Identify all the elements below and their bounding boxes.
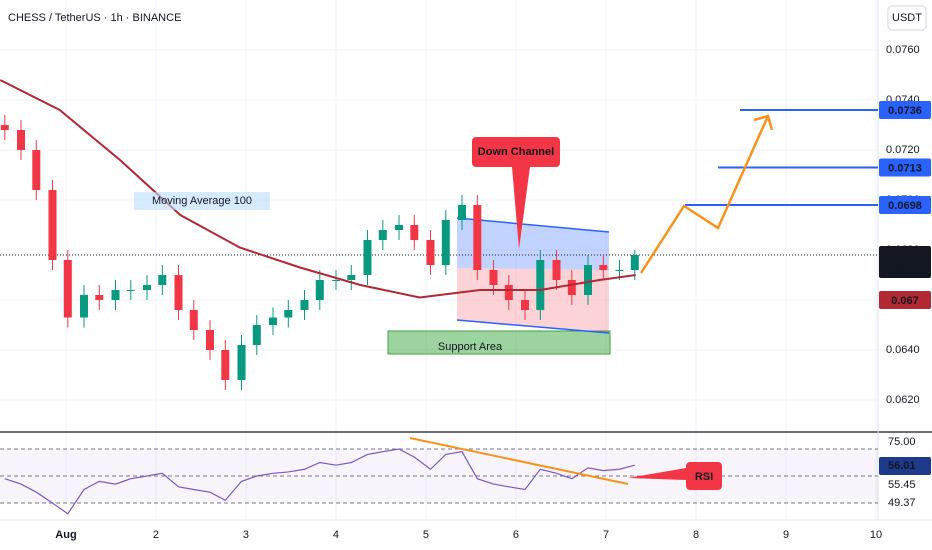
level-tag	[879, 196, 931, 214]
ma-label-bg	[134, 192, 270, 210]
candle-body	[567, 280, 576, 295]
level-tag	[879, 158, 931, 177]
x-tick-label: Aug	[55, 529, 76, 541]
x-tick-label: 8	[693, 529, 699, 541]
x-tick-label: 10	[870, 529, 882, 541]
candle-body	[315, 280, 324, 300]
support-label: Support Area	[438, 341, 503, 353]
ma-tag	[879, 291, 931, 309]
x-tick-label: 9	[783, 529, 789, 541]
candle-body	[189, 310, 198, 330]
candle-body	[363, 240, 372, 275]
candle-body	[252, 325, 261, 345]
candle-body	[536, 260, 545, 310]
candle-body	[158, 275, 167, 285]
level-tag-label: 0.0713	[888, 162, 922, 174]
candle-body	[0, 125, 9, 130]
candle-body	[630, 255, 639, 270]
x-tick-label: 2	[153, 529, 159, 541]
candle-body	[410, 225, 419, 240]
candle-body	[300, 300, 309, 310]
last-price-label: 0.0678	[888, 250, 922, 262]
candle-body	[32, 150, 41, 190]
level-tag	[879, 101, 931, 119]
rsi-tick-label: 75.00	[888, 436, 916, 448]
candle-body	[79, 295, 88, 318]
x-tick-label: 7	[603, 529, 609, 541]
x-tick-label: 6	[513, 529, 519, 541]
candle-body	[552, 260, 561, 280]
candle-body	[426, 240, 435, 265]
currency: USDT	[892, 12, 922, 24]
candle-body	[599, 265, 608, 270]
y-tick-label: 0.0620	[886, 394, 920, 406]
candle-body	[142, 285, 151, 290]
rsi-callout-label: RSI	[695, 471, 713, 483]
rsi-marker-label: 49.37	[888, 497, 916, 509]
projection-arrow	[753, 114, 774, 131]
candle-body	[111, 290, 120, 300]
level-tag-label: 0.0736	[888, 105, 922, 117]
rsi-marker-label: 56.01	[888, 460, 916, 472]
ma-label: Moving Average 100	[152, 195, 252, 207]
candle-body	[394, 225, 403, 230]
candle-body	[584, 265, 593, 295]
candle-body	[284, 310, 293, 318]
callout	[472, 137, 560, 249]
candle-body	[205, 330, 214, 350]
support-area	[387, 330, 611, 355]
projection	[639, 115, 770, 274]
candle-body	[441, 220, 450, 265]
candle-body	[378, 230, 387, 240]
candle-body	[16, 130, 25, 150]
candle-body	[126, 290, 135, 291]
y-tick-label: 0.0760	[886, 44, 920, 56]
y-tick-label: 0.0720	[886, 144, 920, 156]
x-tick-label: 3	[243, 529, 249, 541]
callout-label: Down Channel	[478, 146, 554, 158]
candle-body	[331, 280, 340, 281]
y-tick-label: 0.0640	[886, 344, 920, 356]
candle-body	[457, 205, 466, 220]
last-price-tag	[879, 246, 931, 278]
channel-fill	[457, 218, 609, 270]
candle-body	[504, 285, 513, 300]
candle-body	[48, 190, 57, 260]
candle-body	[615, 270, 624, 271]
rsi-tag	[879, 457, 931, 475]
candle-body	[174, 275, 183, 310]
rsi-trendline	[409, 437, 629, 485]
candle-body	[347, 275, 356, 280]
candle-body	[63, 260, 72, 318]
channel-line	[456, 319, 610, 334]
candle-body	[473, 205, 482, 270]
level-tag-label: 0.0698	[888, 200, 922, 212]
candle-body	[521, 300, 529, 310]
candle-body	[268, 317, 277, 325]
candle-body	[489, 270, 498, 285]
rsi-line	[4, 448, 635, 515]
moving-average	[0, 79, 636, 299]
x-tick-label: 5	[423, 529, 429, 541]
candle-body	[221, 350, 230, 380]
x-tick-label: 4	[333, 529, 339, 541]
rsi-band	[0, 449, 878, 503]
currency-box[interactable]	[887, 5, 927, 31]
channel-line	[456, 217, 610, 233]
candle-body	[237, 345, 246, 380]
rsi-marker-label: 55.45	[888, 479, 916, 491]
countdown: 58:01	[891, 264, 919, 276]
ma-tag-label: 0.067	[891, 295, 919, 307]
candle-body	[95, 295, 104, 300]
chart-title: CHESS / TetherUS · 1h · BINANCE	[8, 12, 181, 24]
rsi-callout	[628, 462, 722, 490]
